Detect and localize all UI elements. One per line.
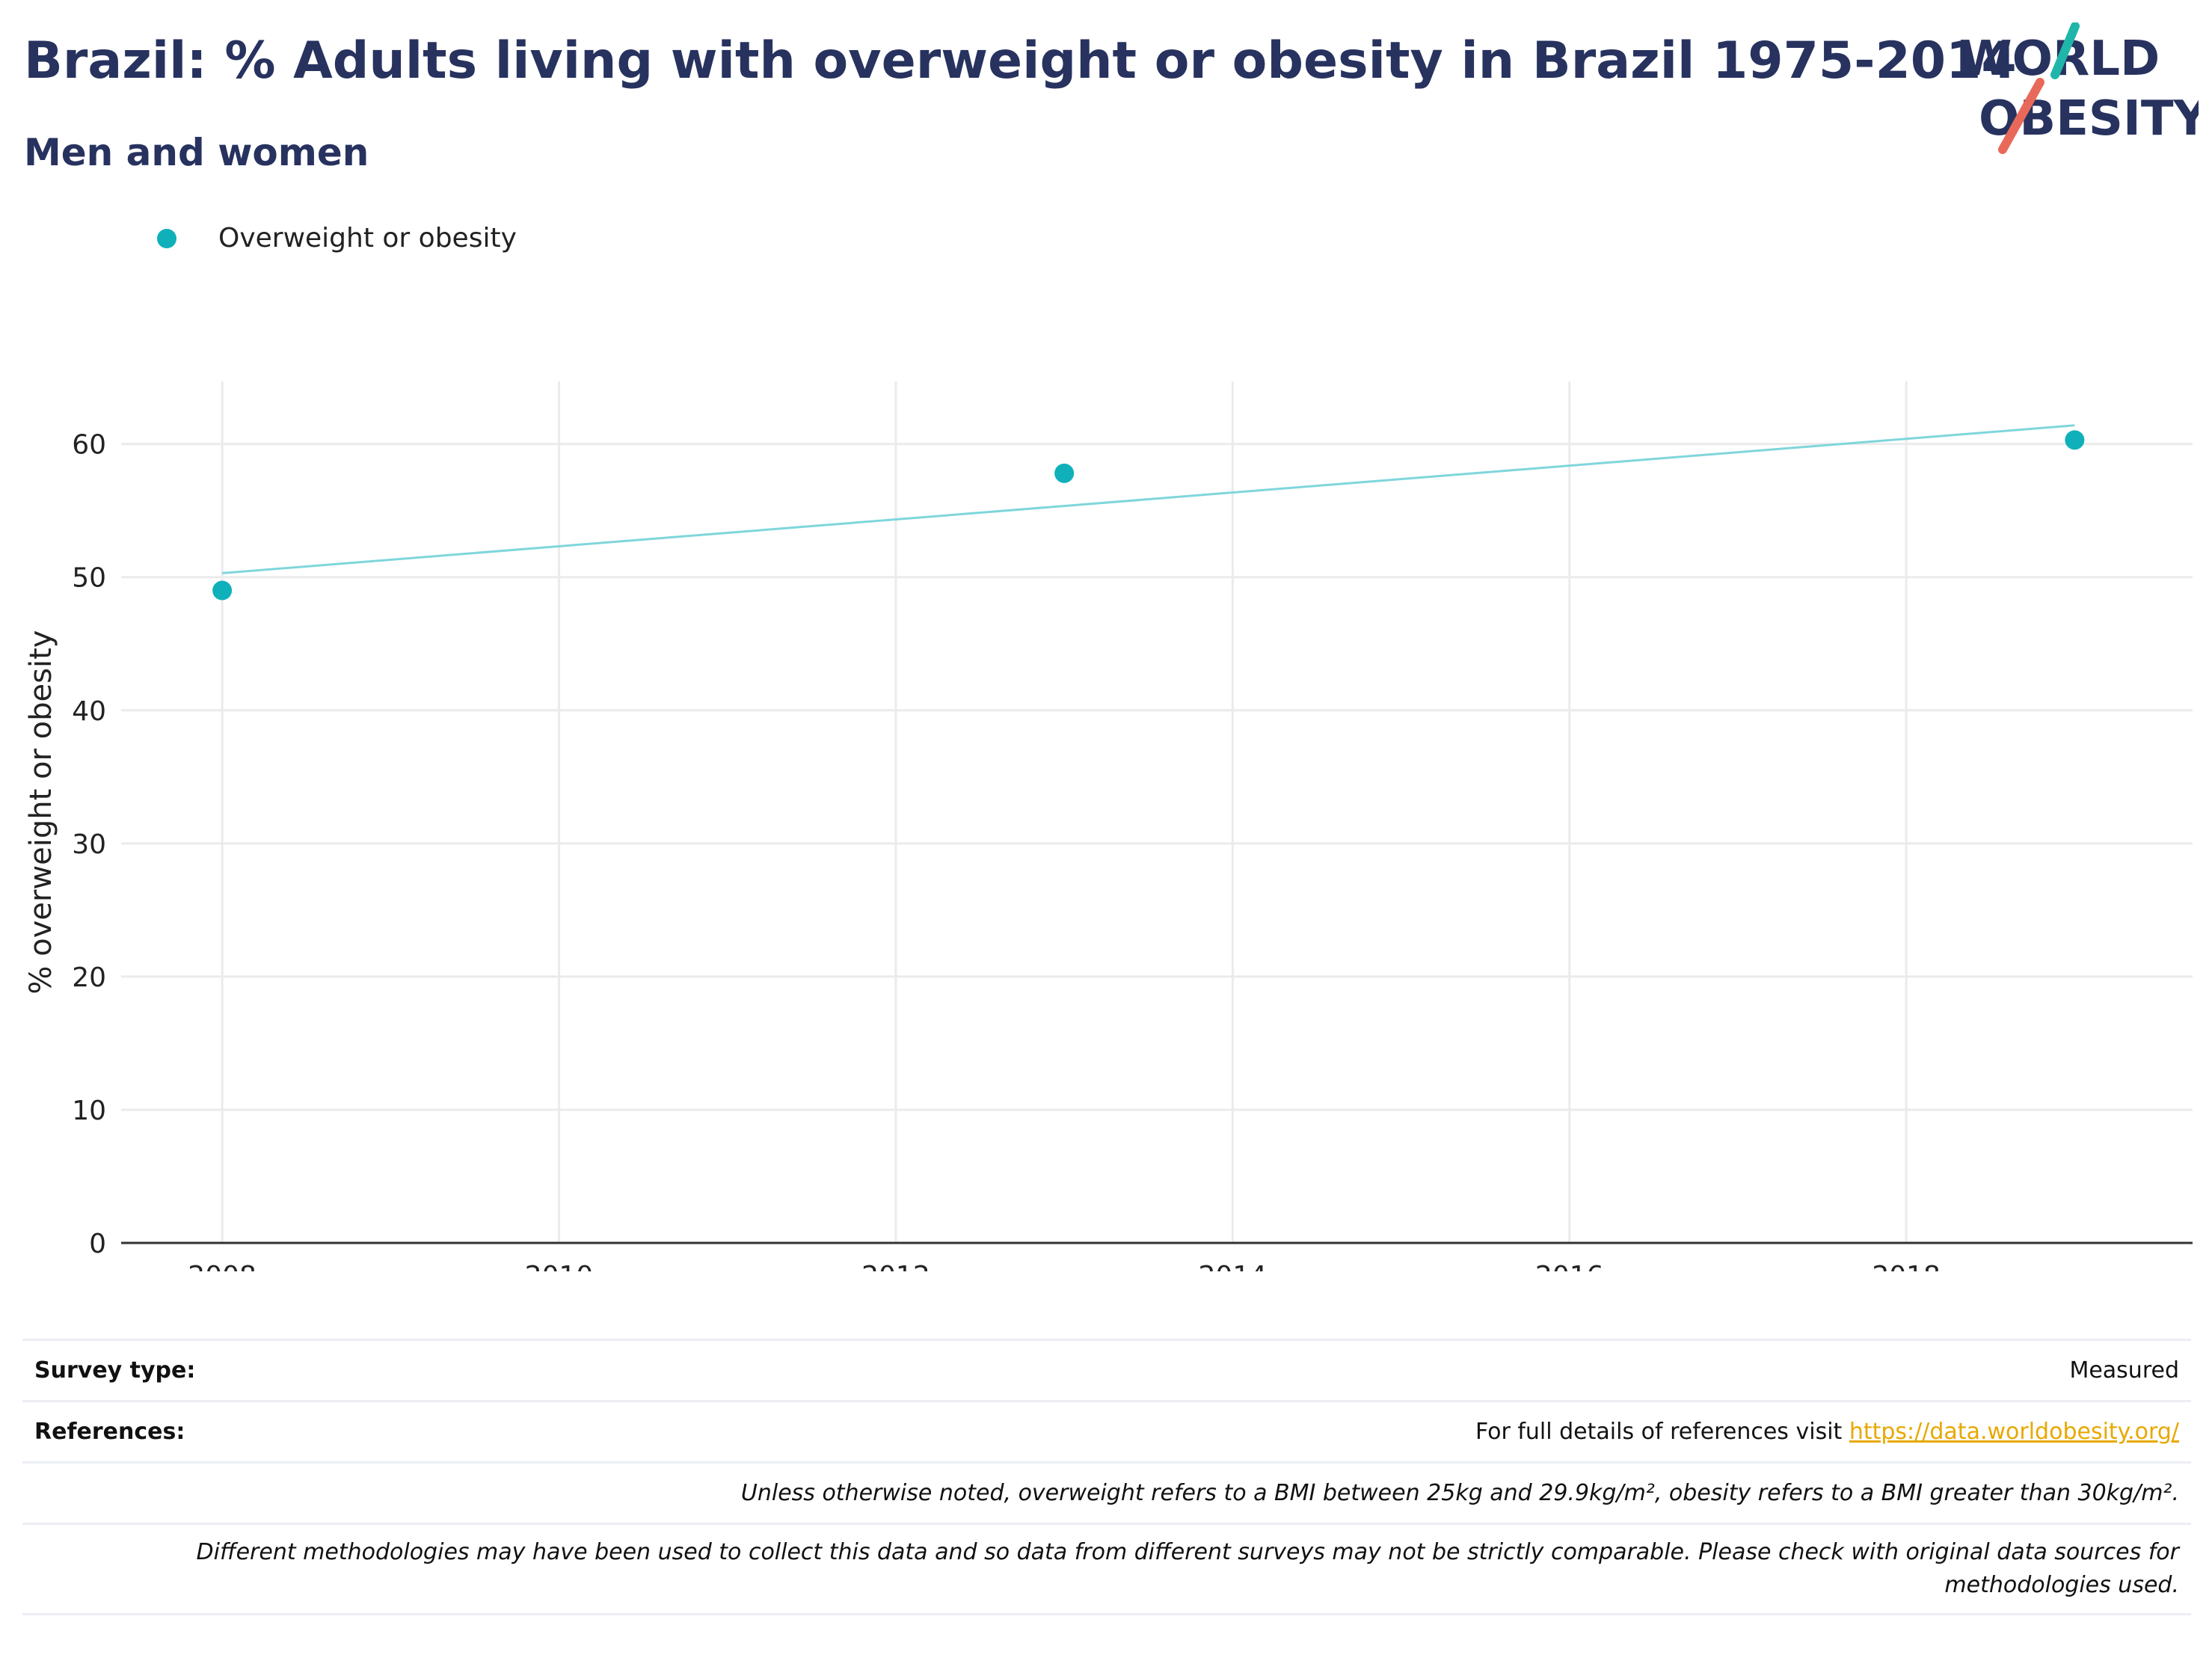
y-tick-label: 30 bbox=[72, 829, 106, 860]
references-row: References: For full details of referenc… bbox=[22, 1400, 2191, 1461]
x-tick-label: 2012 bbox=[861, 1261, 930, 1271]
methodology-note: Different methodologies may have been us… bbox=[196, 1539, 2179, 1598]
trend-line bbox=[222, 424, 2075, 574]
data-points bbox=[212, 430, 2085, 601]
chart-grid bbox=[121, 381, 2193, 1243]
y-tick-label: 10 bbox=[72, 1096, 106, 1126]
survey-type-label: Survey type: bbox=[34, 1357, 196, 1384]
survey-type-row: Survey type: Measured bbox=[22, 1339, 2191, 1400]
methodology-note-row: Different methodologies may have been us… bbox=[22, 1523, 2191, 1615]
definition-note-row: Unless otherwise noted, overweight refer… bbox=[22, 1461, 2191, 1523]
data-point[interactable] bbox=[1054, 463, 1075, 483]
bmi-definition-note: Unless otherwise noted, overweight refer… bbox=[740, 1479, 2179, 1506]
scatter-chart: 0 10 20 30 40 50 60 2008 2010 2012 2014 2016 2018 %… bbox=[24, 381, 2193, 1271]
x-tick-label: 2008 bbox=[188, 1261, 256, 1271]
y-tick-label: 40 bbox=[72, 696, 106, 727]
data-point[interactable] bbox=[2065, 430, 2085, 450]
references-text: For full details of references visit bbox=[1475, 1419, 1849, 1445]
logo-slash-teal bbox=[2050, 22, 2080, 79]
world-obesity-logo: WORLD OBESITY bbox=[1959, 22, 2199, 154]
logo-slash-red bbox=[1998, 78, 2044, 154]
survey-type-value: Measured bbox=[2069, 1357, 2179, 1384]
y-axis-ticks: 0 10 20 30 40 50 60 bbox=[72, 430, 106, 1259]
chart-subtitle: Men and women bbox=[24, 131, 369, 174]
chart-legend[interactable]: Overweight or obesity bbox=[157, 223, 517, 254]
y-tick-label: 0 bbox=[89, 1229, 106, 1259]
x-tick-label: 2014 bbox=[1199, 1261, 1268, 1271]
legend-label: Overweight or obesity bbox=[218, 223, 517, 254]
y-tick-label: 60 bbox=[72, 430, 106, 461]
y-tick-label: 20 bbox=[72, 962, 106, 993]
chart-footer: Survey type: Measured References: For fu… bbox=[22, 1339, 2191, 1615]
references-value: For full details of references visit htt… bbox=[1475, 1419, 2179, 1445]
legend-marker-icon bbox=[157, 228, 176, 248]
x-tick-label: 2018 bbox=[1872, 1261, 1941, 1271]
references-label: References: bbox=[34, 1419, 185, 1445]
x-tick-label: 2010 bbox=[525, 1261, 594, 1271]
y-tick-label: 50 bbox=[72, 563, 106, 594]
data-point[interactable] bbox=[212, 580, 233, 601]
x-axis-ticks: 2008 2010 2012 2014 2016 2018 bbox=[188, 1261, 1941, 1271]
y-axis-title: % overweight or obesity bbox=[24, 630, 58, 995]
chart-title: Brazil: % Adults living with overweight … bbox=[24, 31, 2017, 90]
x-tick-label: 2016 bbox=[1535, 1261, 1604, 1271]
references-link[interactable]: https://data.worldobesity.org/ bbox=[1849, 1419, 2179, 1445]
